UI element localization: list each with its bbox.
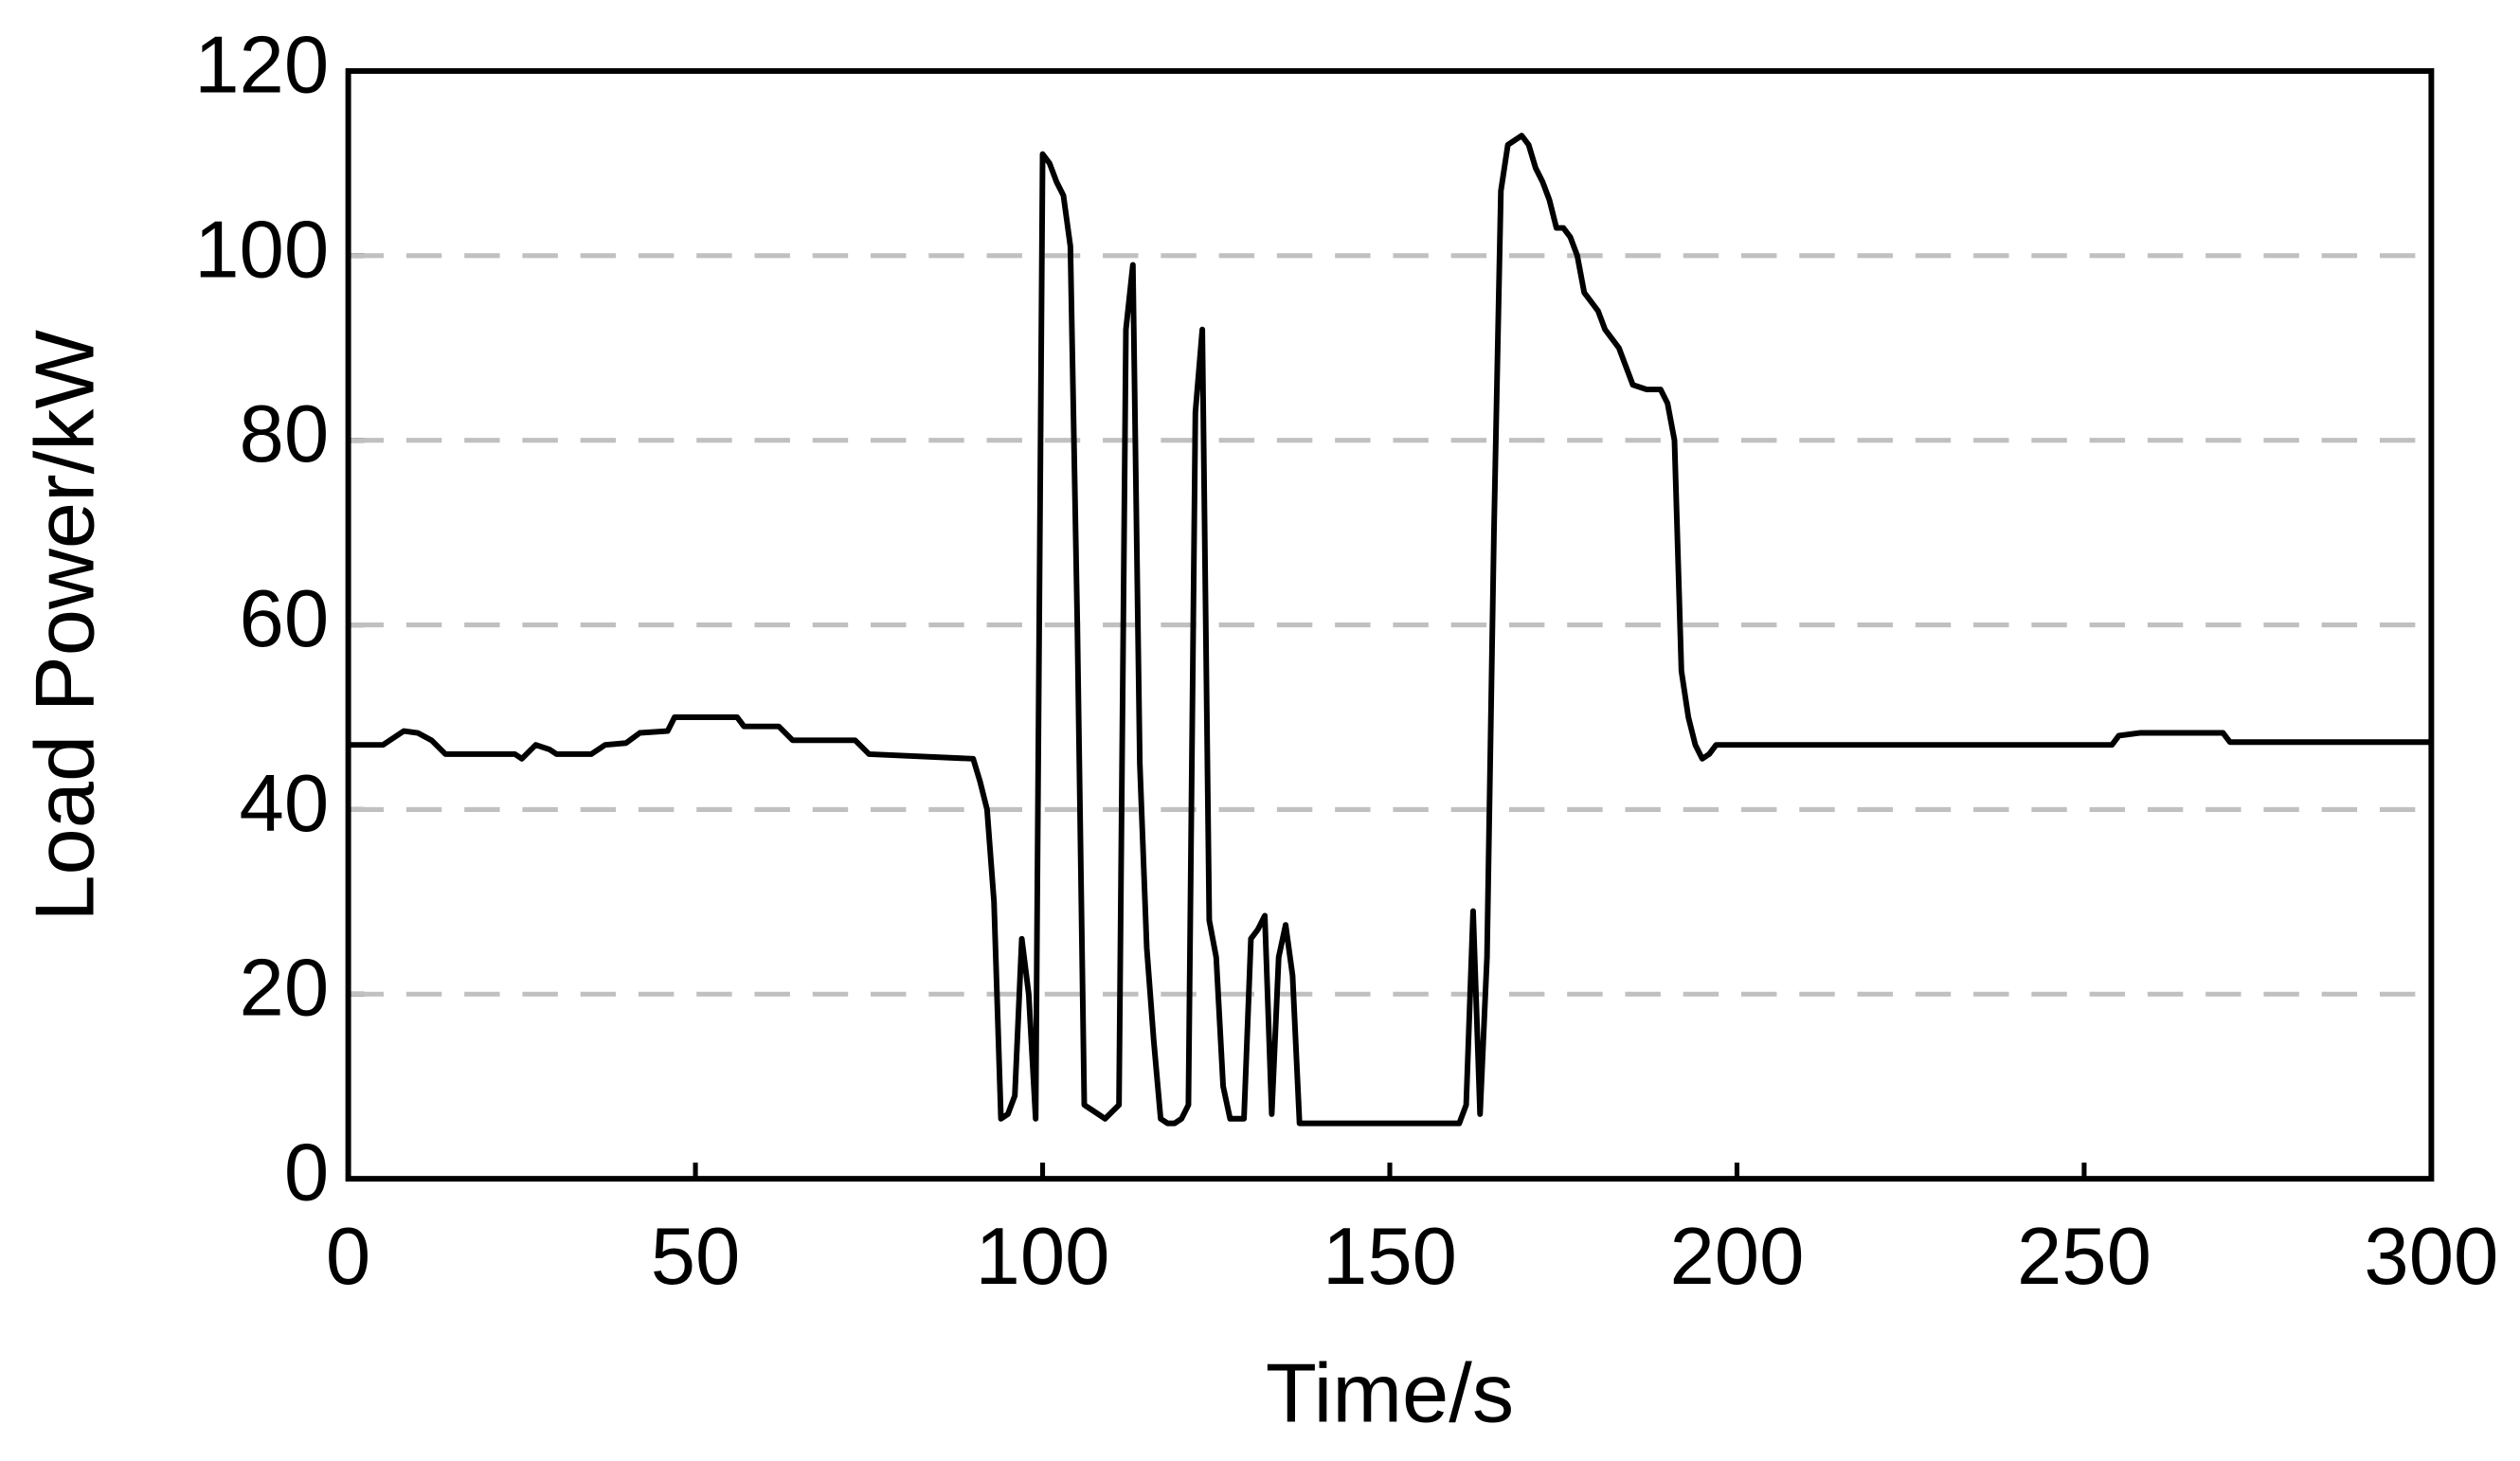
x-tick-label: 300 [2364,1212,2498,1302]
x-tick-label: 250 [2017,1212,2151,1302]
x-tick-label: 100 [976,1212,1110,1302]
x-tick-label: 150 [1323,1212,1457,1302]
y-axis-label: Load Power/kW [17,330,111,922]
y-tick-label: 100 [194,205,329,295]
x-tick-label: 50 [651,1212,741,1302]
y-tick-label: 0 [284,1128,329,1218]
x-axis-label: Time/s [1266,1346,1514,1440]
y-tick-label: 40 [240,759,330,849]
y-tick-label: 120 [194,20,329,110]
y-tick-label: 80 [240,389,330,479]
y-tick-label: 20 [240,944,330,1034]
plot-frame [345,67,2435,1182]
x-tick-label: 0 [326,1212,370,1302]
x-tick-label: 200 [1669,1212,1804,1302]
line [348,133,2432,1127]
y-tick-label: 60 [240,574,330,664]
